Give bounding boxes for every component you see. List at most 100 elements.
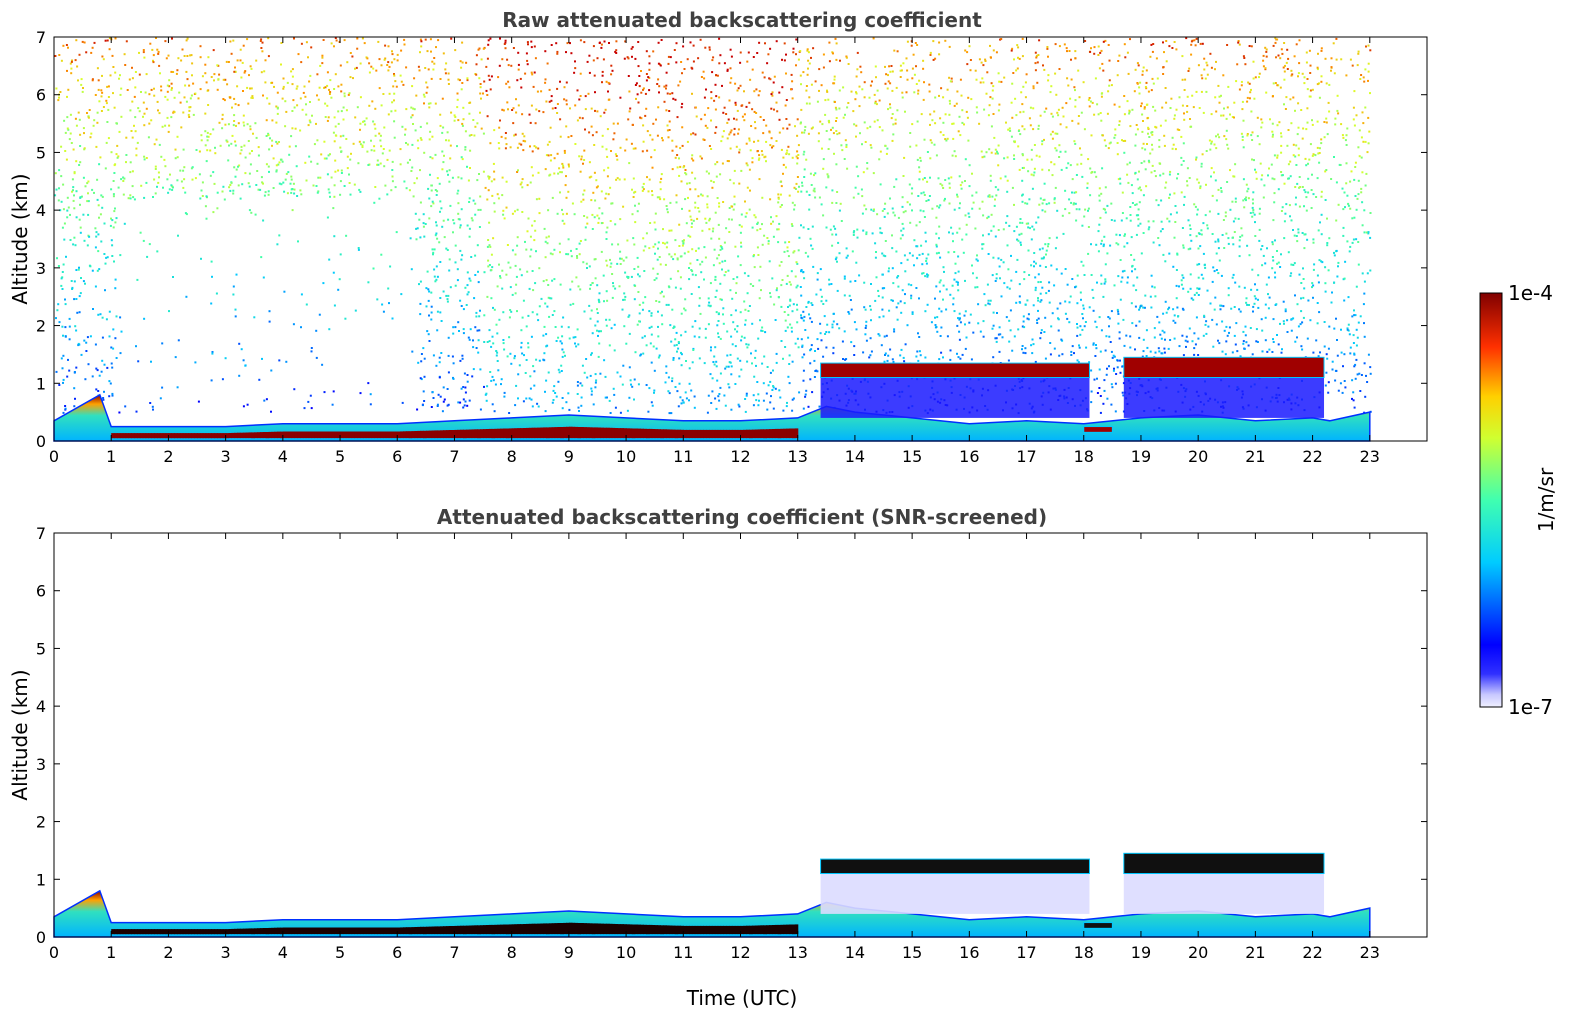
noise-pixel bbox=[883, 287, 886, 290]
noise-pixel bbox=[951, 284, 954, 287]
noise-pixel bbox=[1041, 143, 1044, 146]
noise-pixel bbox=[858, 85, 861, 88]
noise-pixel bbox=[1069, 295, 1072, 298]
noise-pixel bbox=[594, 324, 597, 327]
noise-pixel bbox=[477, 339, 480, 342]
noise-pixel bbox=[590, 352, 593, 355]
noise-pixel bbox=[329, 195, 331, 198]
noise-pixel bbox=[1085, 346, 1088, 349]
noise-pixel bbox=[1037, 309, 1039, 312]
noise-pixel bbox=[474, 125, 477, 128]
noise-pixel bbox=[1070, 354, 1073, 356]
noise-pixel bbox=[434, 153, 437, 156]
noise-pixel bbox=[285, 172, 288, 175]
noise-pixel bbox=[169, 173, 171, 176]
noise-pixel bbox=[610, 73, 613, 76]
noise-pixel bbox=[1333, 72, 1336, 75]
noise-pixel bbox=[845, 247, 848, 250]
noise-pixel bbox=[462, 332, 465, 335]
noise-pixel bbox=[778, 131, 781, 134]
noise-pixel bbox=[1363, 362, 1366, 365]
noise-pixel bbox=[125, 40, 128, 43]
noise-pixel bbox=[1220, 190, 1223, 193]
noise-pixel bbox=[762, 132, 765, 135]
noise-pixel bbox=[1282, 320, 1285, 323]
noise-pixel bbox=[561, 397, 564, 399]
noise-pixel bbox=[583, 215, 586, 217]
noise-pixel bbox=[300, 193, 303, 196]
noise-pixel bbox=[798, 391, 801, 394]
noise-pixel bbox=[855, 91, 857, 94]
noise-pixel bbox=[771, 389, 774, 391]
noise-pixel bbox=[1247, 81, 1250, 84]
noise-pixel bbox=[869, 354, 872, 357]
noise-pixel bbox=[1068, 212, 1071, 215]
noise-pixel bbox=[1197, 247, 1200, 250]
noise-pixel bbox=[1211, 194, 1214, 197]
noise-pixel bbox=[671, 380, 674, 383]
noise-pixel bbox=[758, 279, 761, 282]
noise-pixel bbox=[1069, 97, 1072, 100]
noise-pixel bbox=[795, 155, 798, 158]
noise-pixel bbox=[71, 178, 74, 181]
noise-pixel bbox=[1010, 101, 1013, 104]
noise-pixel bbox=[485, 399, 488, 402]
noise-pixel bbox=[921, 252, 924, 255]
noise-pixel bbox=[419, 377, 422, 380]
noise-pixel bbox=[514, 292, 517, 295]
noise-pixel bbox=[226, 140, 229, 143]
noise-pixel bbox=[470, 217, 473, 220]
noise-pixel bbox=[73, 207, 76, 210]
noise-pixel bbox=[563, 149, 566, 152]
noise-pixel bbox=[540, 90, 543, 93]
noise-pixel bbox=[504, 147, 507, 150]
noise-pixel bbox=[195, 149, 198, 151]
noise-pixel bbox=[427, 288, 430, 291]
noise-pixel bbox=[1142, 306, 1145, 309]
noise-pixel bbox=[129, 194, 132, 197]
noise-pixel bbox=[1284, 108, 1287, 110]
noise-pixel bbox=[524, 72, 527, 75]
noise-pixel bbox=[1142, 66, 1145, 69]
noise-pixel bbox=[330, 176, 333, 179]
noise-pixel bbox=[1310, 207, 1313, 209]
noise-pixel bbox=[262, 94, 264, 97]
noise-pixel bbox=[1363, 335, 1366, 338]
noise-pixel bbox=[534, 57, 537, 60]
noise-pixel bbox=[186, 37, 189, 40]
noise-pixel bbox=[145, 107, 148, 110]
noise-pixel bbox=[1078, 208, 1081, 211]
noise-pixel bbox=[531, 311, 534, 314]
noise-pixel bbox=[548, 297, 551, 300]
noise-pixel bbox=[380, 145, 383, 148]
noise-pixel bbox=[1099, 51, 1102, 54]
noise-pixel bbox=[424, 67, 427, 69]
noise-pixel bbox=[723, 394, 726, 397]
noise-pixel bbox=[603, 300, 605, 303]
noise-pixel bbox=[854, 280, 857, 282]
noise-pixel bbox=[432, 253, 434, 256]
noise-pixel bbox=[140, 91, 142, 93]
noise-pixel bbox=[1128, 161, 1131, 164]
noise-pixel bbox=[813, 359, 816, 362]
noise-pixel bbox=[944, 39, 947, 42]
noise-pixel bbox=[1058, 354, 1061, 357]
noise-pixel bbox=[338, 278, 341, 281]
noise-pixel bbox=[1136, 178, 1139, 181]
noise-pixel bbox=[716, 161, 719, 164]
noise-pixel bbox=[396, 53, 399, 56]
noise-pixel bbox=[378, 132, 381, 135]
noise-pixel bbox=[538, 197, 541, 200]
noise-pixel bbox=[661, 290, 663, 293]
noise-pixel bbox=[1018, 283, 1021, 286]
noise-pixel bbox=[608, 318, 611, 321]
noise-pixel bbox=[906, 69, 909, 72]
noise-pixel bbox=[904, 110, 906, 113]
noise-pixel bbox=[1013, 154, 1015, 157]
noise-pixel bbox=[598, 217, 601, 220]
noise-pixel bbox=[1294, 109, 1296, 112]
noise-pixel bbox=[1305, 128, 1308, 131]
noise-pixel bbox=[1195, 37, 1198, 40]
noise-pixel bbox=[913, 264, 915, 267]
noise-pixel bbox=[1367, 116, 1370, 119]
